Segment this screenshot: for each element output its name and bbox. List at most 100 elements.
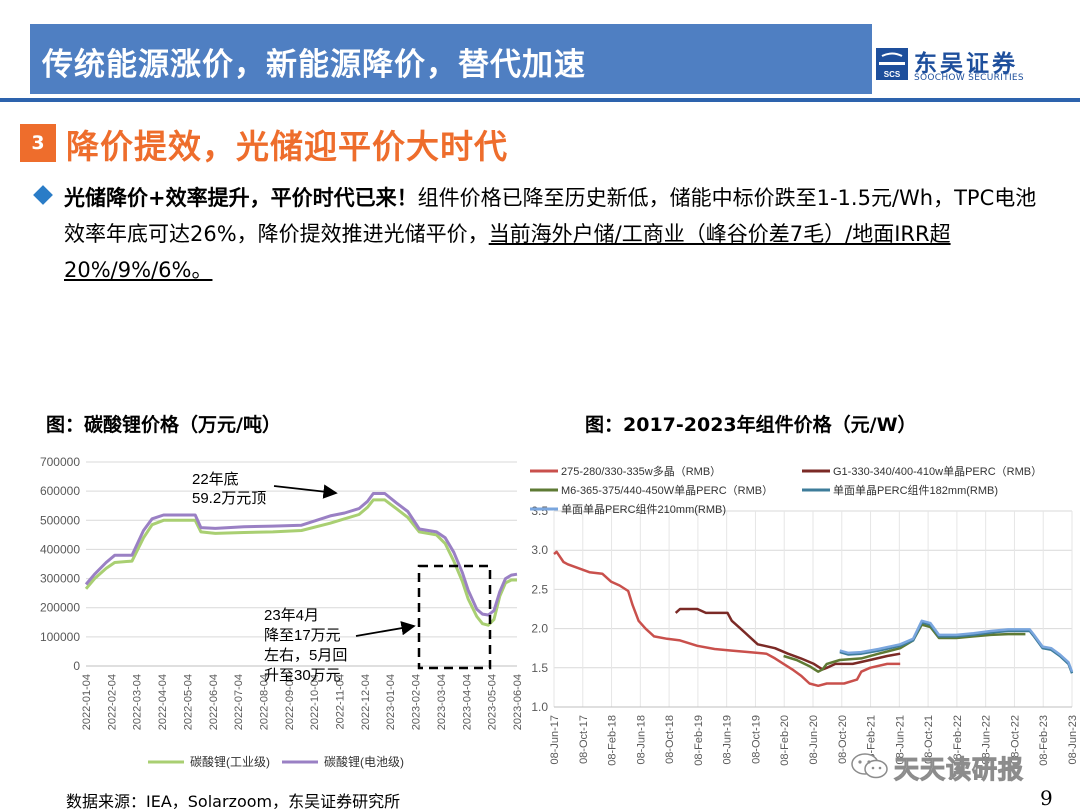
x-tick-label: 08-Oct-19 bbox=[750, 715, 762, 764]
module-y-ticks: 1.0 1.5 2.0 2.5 3.0 3.5 bbox=[531, 504, 548, 714]
y-tick-label: 100000 bbox=[40, 630, 80, 644]
lithium-legend: 碳酸锂(工业级) 碳酸锂(电池级) bbox=[148, 754, 404, 769]
lithium-price-chart: 0 100000 200000 300000 400000 500000 600000 700… bbox=[40, 455, 524, 769]
x-tick-label: 2023-04-04 bbox=[461, 674, 473, 730]
annotation-trough-line3: 左右，5月回 bbox=[264, 647, 347, 664]
series-line-2 bbox=[783, 623, 1026, 673]
y-tick-label: 600000 bbox=[40, 484, 80, 498]
module-series bbox=[553, 550, 1074, 688]
y-tick-label: 3.0 bbox=[531, 543, 548, 557]
x-tick-label: 08-Jun-23 bbox=[1067, 715, 1079, 765]
lithium-y-ticks: 0 100000 200000 300000 400000 500000 600000 700… bbox=[40, 455, 80, 673]
annotation-peak-line2: 59.2万元顶 bbox=[192, 490, 266, 507]
x-tick-label: 08-Feb-21 bbox=[866, 715, 878, 766]
x-tick-label: 08-Jun-19 bbox=[722, 715, 734, 765]
annotation-trough-line2: 降至17万元 bbox=[264, 627, 341, 644]
x-tick-label: 2022-10-04 bbox=[309, 674, 321, 730]
annotation-trough-line4: 升至30万元 bbox=[264, 667, 341, 684]
lithium-chart-caption: 图：碳酸锂价格（万元/吨） bbox=[46, 414, 281, 436]
section-title: 降价提效，光储迎平价大时代 bbox=[66, 127, 508, 166]
module-chart-caption: 图：2017-2023年组件价格（元/W） bbox=[585, 414, 917, 436]
x-tick-label: 08-Jun-22 bbox=[981, 715, 993, 765]
scs-logo-icon: SCS bbox=[876, 48, 908, 80]
page-title: 传统能源涨价，新能源降价，替代加速 bbox=[42, 47, 586, 83]
module-price-chart: 1.01.52.02.53.03.5 08-Jun-17 08-Oct-17 08-… bbox=[530, 464, 1079, 766]
watermark-text: 天天读研报 bbox=[893, 755, 1025, 785]
x-tick-label: 2022-08-04 bbox=[258, 674, 270, 730]
y-tick-label: 400000 bbox=[40, 542, 80, 556]
x-tick-label: 08-Feb-19 bbox=[693, 715, 705, 766]
module-legend: 275-280/330-335w多晶（RMB） G1-330-340/400-4… bbox=[530, 464, 1042, 516]
logo-chinese-name: 东吴证券 bbox=[914, 51, 1018, 77]
y-tick-label: 1.5 bbox=[531, 661, 548, 675]
legend-label-poly: 275-280/330-335w多晶（RMB） bbox=[561, 464, 721, 478]
legend-label-210: 单面单晶PERC组件210mm(RMB) bbox=[561, 502, 726, 516]
diamond-bullet-icon bbox=[33, 185, 53, 205]
title-divider bbox=[0, 98, 1080, 102]
legend-label-182: 单面单晶PERC组件182mm(RMB) bbox=[833, 483, 998, 497]
x-tick-label: 2022-02-04 bbox=[106, 674, 118, 730]
lithium-trough-box bbox=[417, 564, 492, 670]
body-bold-lead: 光储降价+效率提升，平价时代已来！ bbox=[64, 186, 418, 210]
module-x-ticks: 08-Jun-17 08-Oct-17 08-Feb-18 08-Jun-18 08-O… bbox=[549, 715, 1079, 766]
x-tick-label: 2023-02-04 bbox=[411, 674, 423, 730]
wechat-icon bbox=[851, 753, 888, 779]
lithium-series bbox=[84, 492, 518, 627]
page-number: 9 bbox=[1040, 786, 1053, 810]
logo-english-name: SOOCHOW SECURITIES bbox=[914, 73, 1024, 83]
x-tick-label: 08-Oct-17 bbox=[578, 715, 590, 764]
section-number: 3 bbox=[20, 124, 56, 162]
y-tick-label: 2.0 bbox=[531, 622, 548, 636]
lithium-grid bbox=[86, 461, 517, 667]
x-tick-label: 08-Feb-20 bbox=[779, 715, 791, 766]
y-tick-label: 2.5 bbox=[531, 582, 548, 596]
x-tick-label: 2022-11-04 bbox=[335, 674, 347, 729]
series-line-0 bbox=[553, 550, 901, 688]
x-tick-label: 08-Jun-20 bbox=[808, 715, 820, 765]
title-bar: 传统能源涨价，新能源降价，替代加速 bbox=[30, 24, 872, 94]
x-tick-label: 2022-06-04 bbox=[208, 674, 220, 730]
series-line-1 bbox=[84, 492, 518, 617]
body-underlined-text: 当前海外户储/工商业（峰谷价差7毛）/地面IRR超20%/9%/6%。 bbox=[64, 222, 951, 282]
annotation-trough-line1: 23年4月 bbox=[264, 607, 319, 624]
series-line-1 bbox=[674, 607, 901, 671]
x-tick-label: 2023-03-04 bbox=[436, 674, 448, 730]
x-tick-label: 2022-03-04 bbox=[132, 674, 144, 730]
x-tick-label: 2022-01-04 bbox=[81, 674, 93, 730]
series-line-4 bbox=[839, 619, 1074, 673]
x-tick-label: 2022-05-04 bbox=[182, 674, 194, 730]
x-tick-label: 2023-06-04 bbox=[512, 674, 524, 730]
logo-mark-text: SCS bbox=[884, 70, 901, 79]
annotation-peak-line1: 22年底 bbox=[192, 471, 239, 488]
legend-label-g1: G1-330-340/400-410w单晶PERC（RMB） bbox=[833, 465, 1042, 478]
y-tick-label: 500000 bbox=[40, 513, 80, 527]
y-tick-label: 200000 bbox=[40, 601, 80, 615]
x-tick-label: 08-Feb-22 bbox=[952, 715, 964, 766]
x-tick-label: 08-Jun-21 bbox=[894, 715, 906, 765]
x-tick-label: 08-Jun-18 bbox=[635, 715, 647, 765]
lithium-x-ticks: 2022-01-04 2022-02-04 2022-03-04 2022-04-04… bbox=[81, 674, 524, 730]
x-tick-label: 08-Oct-21 bbox=[923, 715, 935, 764]
x-tick-label: 2022-12-04 bbox=[360, 674, 372, 730]
annotation-peak-arrow bbox=[273, 484, 338, 499]
body-text: 组件价格已降至历史新低，储能中标价跌至1-1.5元/Wh，TPC电池效率年底可达… bbox=[64, 186, 1037, 246]
x-tick-label: 2022-04-04 bbox=[157, 674, 169, 730]
x-tick-label: 08-Oct-18 bbox=[664, 715, 676, 764]
y-tick-label: 3.5 bbox=[531, 504, 548, 518]
annotation-trough-arrow bbox=[355, 621, 416, 637]
legend-label-battery: 碳酸锂(电池级) bbox=[324, 754, 404, 769]
x-tick-label: 08-Oct-22 bbox=[1009, 715, 1021, 764]
y-tick-label: 0 bbox=[73, 659, 80, 673]
y-tick-label: 700000 bbox=[40, 455, 80, 469]
y-tick-label: 300000 bbox=[40, 572, 80, 586]
x-tick-label: 2023-01-04 bbox=[385, 674, 397, 730]
x-tick-label: 08-Feb-18 bbox=[607, 715, 619, 766]
body-paragraph: 光储降价+效率提升，平价时代已来！组件价格已降至历史新低，储能中标价跌至1-1.… bbox=[64, 180, 1049, 288]
module-grid bbox=[553, 510, 1073, 708]
x-tick-label: 08-Feb-23 bbox=[1038, 715, 1050, 766]
company-logo: SCS 东吴证券 SOOCHOW SECURITIES bbox=[876, 44, 1036, 88]
legend-label-m6: M6-365-375/440-450W单晶PERC（RMB） bbox=[561, 484, 773, 497]
legend-label-industrial: 碳酸锂(工业级) bbox=[190, 754, 270, 769]
x-tick-label: 2022-09-04 bbox=[284, 674, 296, 730]
series-line-3 bbox=[839, 621, 1074, 674]
